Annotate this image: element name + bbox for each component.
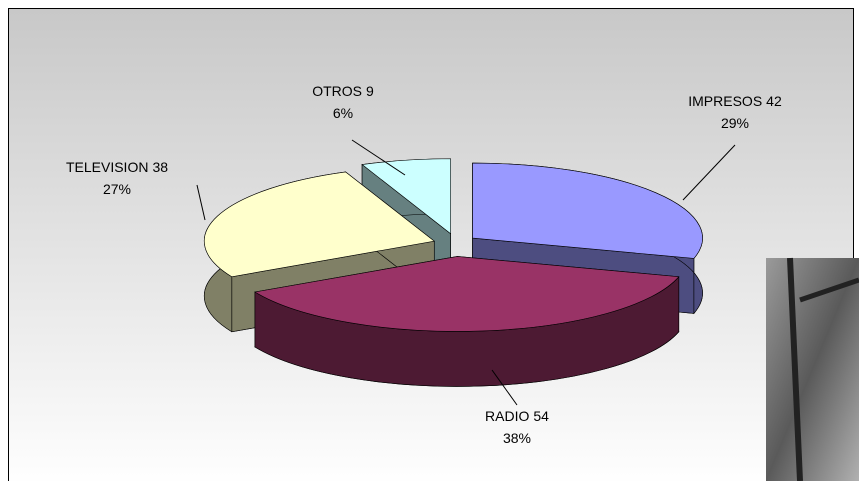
slice-label: TELEVISION 38 <box>66 159 168 175</box>
leader-line <box>351 139 406 176</box>
category-name: TELEVISION <box>66 159 148 175</box>
category-name: IMPRESOS <box>688 93 762 109</box>
slice-value: 54 <box>533 408 549 424</box>
leader-line <box>491 369 518 406</box>
category-name: RADIO <box>485 408 529 424</box>
pie-slice <box>254 256 680 387</box>
slice-value: 42 <box>766 93 782 109</box>
slice-top <box>254 256 680 332</box>
slice-value: 38 <box>152 159 168 175</box>
leader-line <box>196 184 206 221</box>
slice-top <box>361 158 451 235</box>
pie <box>203 158 703 387</box>
slice-label: OTROS 9 <box>312 83 374 99</box>
photo-detail <box>799 277 859 303</box>
slice-label: IMPRESOS 42 <box>688 93 782 109</box>
slice-label: RADIO 54 <box>485 408 549 424</box>
category-name: OTROS <box>312 83 362 99</box>
slice-top <box>472 162 703 259</box>
percent-label: 6% <box>333 105 353 121</box>
leader-line <box>682 144 736 201</box>
percent-label: 38% <box>503 430 531 446</box>
photo-detail <box>787 257 803 481</box>
photo <box>766 258 859 481</box>
slice-value: 9 <box>366 83 374 99</box>
percent-label: 27% <box>103 181 131 197</box>
percent-label: 29% <box>721 115 749 131</box>
slice-top <box>203 171 435 278</box>
